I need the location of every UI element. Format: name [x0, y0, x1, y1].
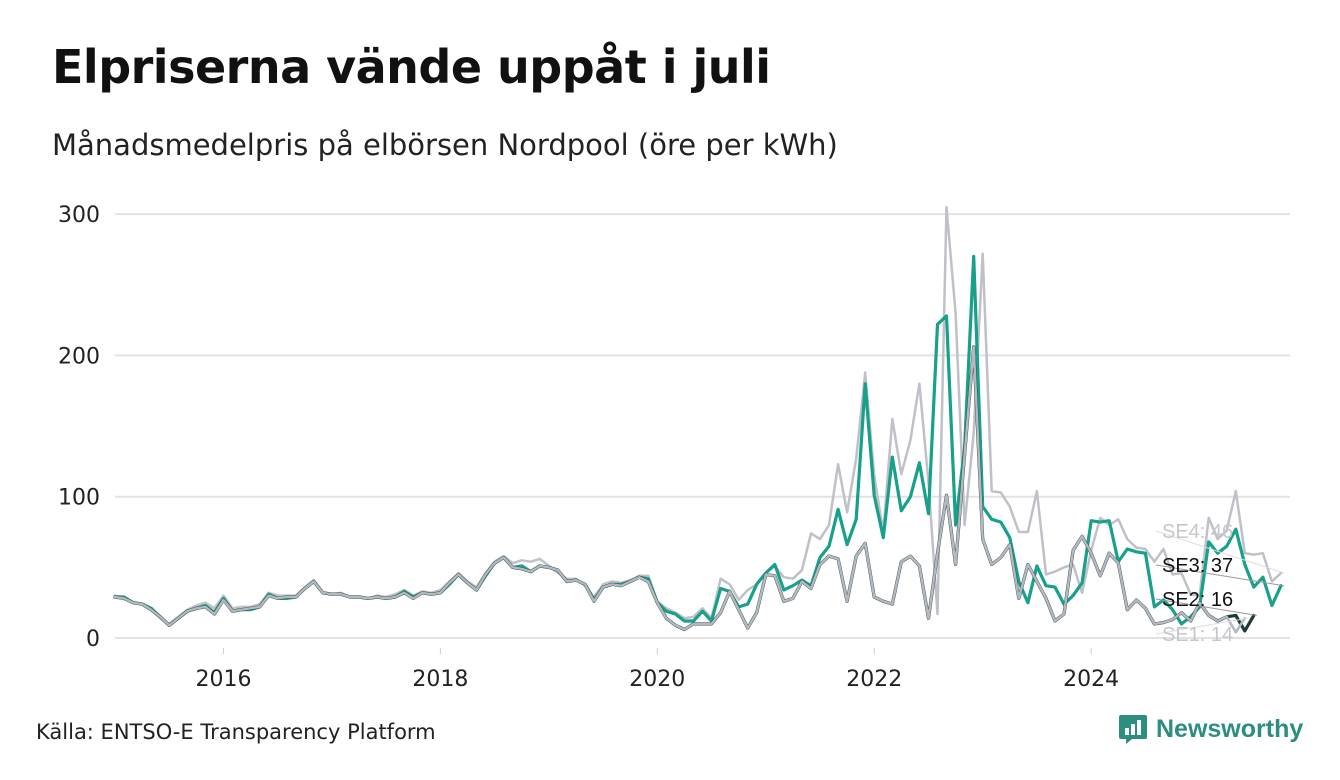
leader-line-se1	[1155, 617, 1248, 635]
page-title: Elpriserna vände uppåt i juli	[52, 40, 771, 94]
x-tick-label: 2020	[629, 667, 685, 692]
gridlines	[115, 213, 1290, 639]
leader-line-se3	[1155, 564, 1285, 587]
end-label-se1: SE1: 14	[1162, 624, 1233, 646]
y-tick-label: 100	[58, 486, 100, 511]
x-tick-label: 2024	[1063, 667, 1119, 692]
series-lines	[113, 205, 1283, 634]
end-labels: SE4: 46 SE3: 37 SE2: 16 SE1: 14	[1155, 521, 1285, 646]
x-tick-label: 2022	[846, 667, 902, 692]
end-label-se4: SE4: 46	[1162, 521, 1233, 543]
leader-line-se2	[1155, 598, 1257, 616]
y-axis: 0 100 200 300	[58, 203, 100, 652]
y-tick-label: 200	[58, 344, 100, 369]
series-line-se1	[113, 345, 1247, 634]
source-note: Källa: ENTSO-E Transparency Platform	[36, 720, 436, 744]
y-tick-label: 0	[86, 627, 100, 652]
x-tick-label: 2018	[412, 667, 468, 692]
y-tick-label: 300	[58, 203, 100, 228]
brand-name: Newsworthy	[1156, 714, 1304, 743]
series-line-se3	[113, 254, 1283, 627]
newsworthy-logo-icon	[1119, 715, 1147, 744]
x-tick-label: 2016	[195, 667, 251, 692]
page-subtitle: Månadsmedelpris på elbörsen Nordpool (ör…	[52, 128, 838, 162]
end-label-se3: SE3: 37	[1162, 555, 1233, 577]
leader-line-se4	[1155, 530, 1285, 574]
brand-logo[interactable]: Newsworthy	[1118, 713, 1303, 745]
x-axis: 2016 2018 2020 2022 2024	[195, 648, 1119, 692]
end-label-se2: SE2: 16	[1162, 589, 1233, 611]
